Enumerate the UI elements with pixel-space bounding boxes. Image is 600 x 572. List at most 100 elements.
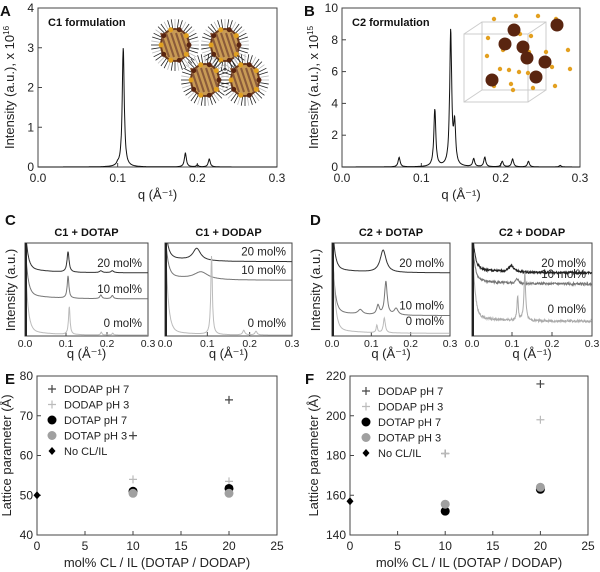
- panel-title: C2 formulation: [352, 17, 430, 29]
- y-axis-label: Intensity (a.u.), x 1015: [306, 25, 321, 149]
- x-axis-label: q (Å⁻¹): [441, 187, 480, 202]
- data-point-circle: [47, 431, 57, 440]
- x-tick-label: 20: [534, 539, 548, 553]
- panel-label: D: [310, 212, 321, 229]
- lipid-nanoparticle-illustration: [151, 19, 269, 106]
- large-lattice-dot: [507, 23, 521, 37]
- legend-item: DOTAP pH 3: [361, 433, 441, 445]
- legend-item: DODAP pH 7: [48, 384, 129, 396]
- series-dotap-ph-3: [128, 488, 234, 498]
- large-lattice-dot: [520, 51, 534, 65]
- data-point-plus: [441, 449, 450, 458]
- x-tick-label: 0.3: [269, 171, 286, 185]
- curve-20-mol: [26, 243, 148, 274]
- small-lattice-dot: [530, 85, 536, 91]
- x-tick-label: 0.2: [242, 338, 257, 350]
- data-point-circle: [128, 488, 138, 498]
- y-tick-label: 0: [331, 160, 338, 174]
- y-tick-label: 70: [20, 409, 34, 423]
- legend-item: No CL/IL: [362, 448, 421, 460]
- small-lattice-dot: [525, 70, 531, 76]
- x-axis-label: q (Å⁻¹): [67, 346, 106, 361]
- y-tick-label: 2: [27, 81, 34, 95]
- small-lattice-dot: [513, 13, 519, 19]
- data-point-plus: [536, 415, 545, 424]
- curve-label: 0 mol%: [248, 318, 286, 330]
- y-tick-label: 4: [27, 1, 34, 15]
- legend-label: DOTAP pH 3: [378, 433, 441, 445]
- y-tick-label: 200: [326, 409, 346, 423]
- panel-B-axes: 0.0 0.1 0.2 0.3 0 2 4 6 8 10: [325, 1, 589, 185]
- small-lattice-dot: [508, 81, 514, 87]
- series-dotap-ph-7: [440, 484, 545, 516]
- legend-item: DODAP pH 3: [48, 400, 129, 412]
- data-point-diamond: [33, 491, 41, 500]
- data-point-diamond: [362, 449, 370, 457]
- curve-label: 10 mol%: [241, 265, 286, 277]
- x-tick-label: 0.0: [325, 338, 340, 350]
- large-lattice-dot: [538, 55, 552, 69]
- legend-item: DOTAP pH 7: [47, 415, 127, 427]
- small-lattice-dot: [506, 67, 512, 73]
- subplot-title: C2 + DOTAP: [359, 227, 423, 239]
- large-lattice-dot: [529, 70, 543, 84]
- x-axis-label: q (Å⁻¹): [209, 346, 248, 361]
- series-dotap-ph-7: [128, 483, 234, 496]
- small-lattice-dot: [516, 69, 522, 75]
- x-tick-label: 15: [486, 539, 500, 553]
- curve-label: 0 mol%: [406, 316, 444, 328]
- curve-10-mol: [332, 246, 450, 316]
- small-lattice-dot: [543, 49, 549, 55]
- small-lattice-dot: [565, 47, 571, 53]
- y-tick-label: 50: [20, 488, 34, 502]
- x-tick-label: 0.2: [403, 338, 418, 350]
- x-tick-label: 0: [347, 539, 354, 553]
- data-point-circle: [535, 482, 545, 492]
- data-point-circle: [224, 488, 234, 498]
- subplot-title: C1 + DODAP: [195, 227, 261, 239]
- y-tick-label: 0: [27, 160, 34, 174]
- legend-label: DODAP pH 7: [378, 386, 443, 398]
- curve-10-mol: [165, 243, 292, 281]
- data-point-circle: [361, 433, 371, 442]
- curve-label: 10 mol%: [541, 269, 586, 281]
- series-dodap-ph-3: [441, 415, 545, 458]
- x-tick-label: 0.1: [364, 338, 379, 350]
- legend-label: DODAP pH 7: [64, 384, 129, 396]
- y-tick-label: 140: [326, 528, 346, 542]
- x-tick-label: 0.2: [100, 338, 115, 350]
- series-no-cl-il: [33, 491, 41, 500]
- data-point-plus: [225, 395, 233, 404]
- x-tick-label: 5: [82, 539, 89, 553]
- x-tick-label: 5: [394, 539, 401, 553]
- panel-label: A: [0, 3, 11, 20]
- panel-label: E: [5, 371, 15, 388]
- curve-0-mol: [472, 243, 592, 324]
- subplot-title: C2 + DODAP: [499, 227, 565, 239]
- legend-item: DOTAP pH 7: [361, 417, 441, 429]
- y-axis-label: Intensity (a.u.), x 1016: [2, 25, 17, 149]
- legend-label: DODAP pH 3: [64, 400, 129, 412]
- small-lattice-dot: [484, 53, 490, 59]
- data-point-circle: [440, 506, 450, 516]
- panel-label: F: [305, 371, 314, 388]
- large-lattice-dot: [516, 40, 530, 54]
- y-axis-label: Intensity (a.u.): [308, 249, 323, 331]
- y-axis-label: Lattice parameter (Å): [0, 394, 14, 516]
- curve-20-mol: [333, 243, 450, 274]
- scattering-curve: [38, 48, 277, 168]
- x-tick-label: 0.1: [505, 338, 520, 350]
- x-tick-label: 0.3: [443, 338, 458, 350]
- data-point-plus: [362, 402, 370, 411]
- x-tick-label: 0.0: [158, 338, 173, 350]
- small-lattice-dot: [510, 87, 516, 93]
- series-dodap-ph-7: [129, 395, 233, 440]
- x-tick-label: 0.0: [334, 171, 351, 185]
- legend-item: No CL/IL: [48, 446, 107, 458]
- x-tick-label: 0.3: [585, 338, 600, 350]
- x-axis-label: q (Å⁻¹): [371, 346, 410, 361]
- curve-label: 20 mol%: [97, 258, 142, 270]
- data-point-plus: [362, 387, 370, 395]
- large-lattice-dot: [485, 73, 499, 87]
